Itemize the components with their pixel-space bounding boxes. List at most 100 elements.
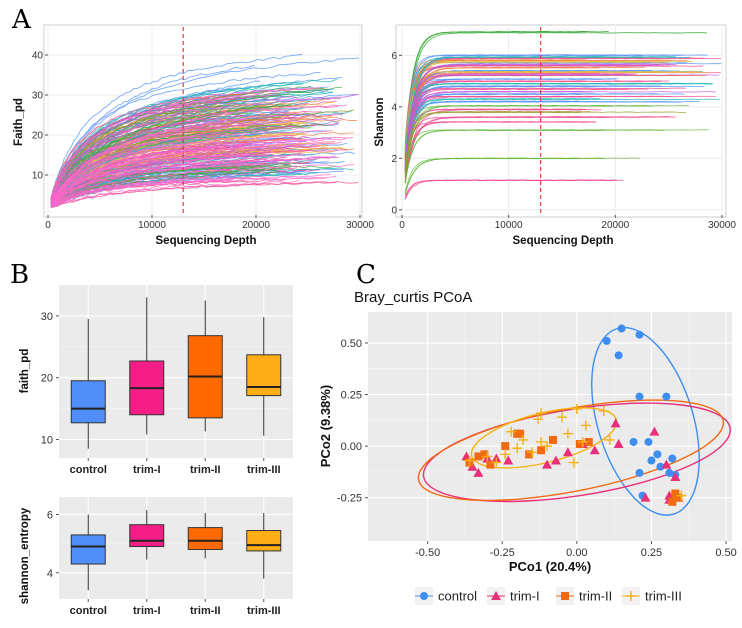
point-trim-II: [671, 489, 680, 498]
legend-marker-trim-III: [626, 591, 636, 601]
point-trim-II: [575, 440, 584, 449]
point-trim-III: [536, 408, 547, 419]
x-ticks: 0 10000 20000 30000: [45, 215, 374, 231]
point-control: [656, 462, 665, 471]
point-trim-II: [486, 460, 495, 469]
box-trim-II: [187, 527, 223, 550]
y-tick-label: 4: [47, 568, 53, 580]
point-trim-I: [640, 492, 651, 502]
point-trim-II: [501, 442, 510, 451]
point-trim-III: [571, 403, 582, 414]
x-tick-label: 0: [399, 220, 405, 231]
chart-bray-curtis-pcoa: Bray_curtis PCoA -0.50 -0.25 0.00 0.25 0.50 …: [318, 289, 737, 605]
point-trim-I: [473, 467, 484, 477]
point-control: [644, 437, 653, 446]
y-tick-label: 20: [32, 131, 44, 142]
rarefaction-curve-green-low: [404, 157, 579, 192]
box-control: [70, 534, 106, 565]
rarefaction-curve-other-5: [50, 94, 242, 200]
rarefaction-curve-olive: [404, 110, 591, 176]
chart-shannon-entropy-boxplot: control trim-I trim-II trim-III 46 shannon_…: [19, 497, 293, 617]
x-tick-label: trim-I: [133, 605, 161, 617]
x-ticks: 0 10000 20000 30000: [399, 215, 736, 231]
point-control: [629, 437, 638, 446]
point-trim-III: [464, 455, 475, 466]
x-tick-label: 30000: [346, 220, 374, 231]
ellipse-control: [591, 326, 700, 516]
x-tick-label: 0.50: [715, 547, 736, 559]
x-tick-label: 0: [45, 220, 51, 231]
box-control: [70, 380, 106, 424]
y-tick-label: 0.25: [341, 390, 362, 402]
y-tick-label: 10: [32, 171, 44, 182]
y-axis-title: Shannon: [374, 97, 386, 146]
rarefaction-curve-control: [404, 100, 701, 169]
rarefaction-curve-other-2: [50, 129, 243, 203]
rarefaction-curve-control: [50, 71, 321, 198]
y-ticks: -0.25 0.00 0.25 0.50: [337, 338, 368, 505]
point-trim-III: [482, 451, 493, 462]
x-tick-label: 0.25: [641, 547, 662, 559]
point-trim-III: [536, 436, 547, 447]
rarefaction-curve-other-5: [50, 104, 348, 201]
x-tick-label: trim-I: [133, 464, 161, 476]
point-control: [668, 454, 677, 463]
x-tick-label: -0.50: [415, 547, 440, 559]
point-control: [635, 468, 644, 477]
x-tick-label: -0.25: [490, 547, 515, 559]
point-trim-I: [589, 445, 600, 455]
series-group: [50, 54, 360, 209]
rarefaction-curve-other-2: [50, 89, 328, 203]
point-trim-II: [474, 452, 483, 461]
rarefaction-curve-other-5: [50, 129, 333, 202]
points-group: [461, 324, 687, 506]
point-control: [635, 392, 644, 401]
point-trim-III: [604, 434, 615, 445]
rarefaction-curve-other-5: [50, 124, 248, 203]
y-axis-title: shannon_entropy: [19, 507, 31, 604]
x-tick-label: trim-III: [247, 605, 281, 617]
x-axis-title: Sequencing Depth: [513, 235, 614, 247]
y-ticks: 10 20 30 40: [32, 51, 48, 182]
point-control: [602, 336, 611, 345]
x-tick-label: 30000: [708, 220, 736, 231]
point-trim-I: [670, 472, 681, 482]
rarefaction-curve-teal: [404, 82, 686, 165]
y-tick-label: 30: [32, 91, 44, 102]
y-tick-label: 0.00: [341, 441, 362, 453]
point-trim-III: [577, 436, 588, 447]
point-control: [614, 351, 623, 360]
y-tick-label: 6: [391, 51, 397, 62]
y-axis-title: faith_pd: [19, 349, 31, 394]
point-trim-I: [562, 447, 573, 457]
rarefaction-curve-teal: [404, 98, 597, 176]
rarefaction-curve-other-5: [50, 179, 232, 208]
rarefaction-curve-trim-I: [404, 121, 597, 178]
rarefaction-curve-other-5: [50, 160, 245, 205]
y-tick-label: -0.25: [337, 493, 362, 505]
y-tick-label: 2: [391, 154, 397, 165]
y-ticks: 10 20 30: [41, 311, 59, 446]
rarefaction-curve-other-4: [50, 97, 341, 202]
point-trim-II: [674, 493, 683, 502]
rarefaction-curve-trim-II: [404, 59, 587, 144]
rarefaction-curve-other-5: [50, 159, 291, 208]
x-ticks: control trim-I trim-II trim-III: [70, 599, 281, 617]
point-control: [635, 330, 644, 339]
rarefaction-curve-trim-I: [404, 179, 614, 199]
ellipses-group: [417, 326, 731, 516]
y-tick-label: 4: [391, 102, 397, 113]
x-ticks: -0.50 -0.25 0.00 0.25 0.50: [415, 541, 737, 559]
point-trim-III: [556, 412, 567, 423]
point-trim-II: [516, 429, 525, 438]
ellipse-trim-I: [422, 402, 731, 503]
series-group: [404, 30, 722, 200]
point-trim-II: [537, 446, 546, 455]
legend: control trim-I trim-II trim-III: [415, 587, 682, 605]
y-tick-label: 40: [32, 51, 44, 62]
point-trim-II: [525, 450, 534, 459]
rarefaction-curve-purple: [404, 64, 677, 165]
x-tick-label: trim-II: [190, 464, 221, 476]
point-trim-II: [584, 437, 593, 446]
y-tick-label: 0.50: [341, 338, 362, 350]
